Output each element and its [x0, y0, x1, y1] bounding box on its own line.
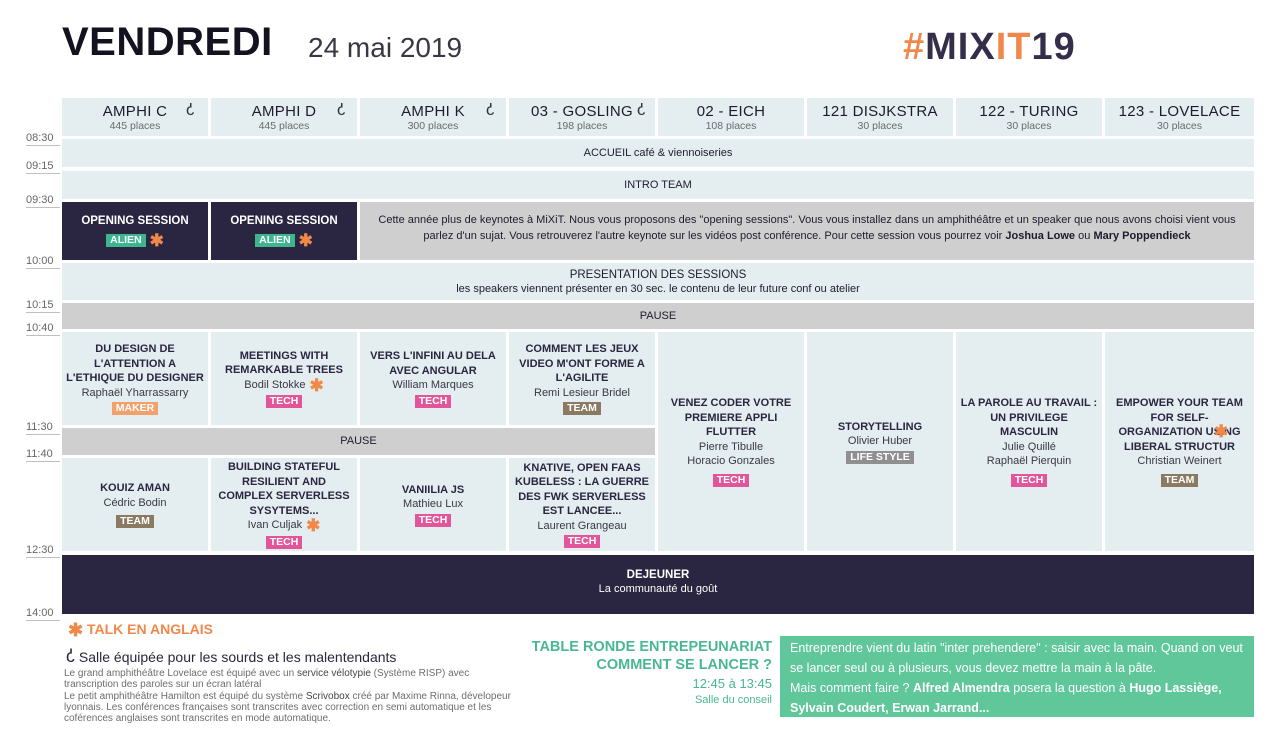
presentation-band: PRESENTATION DES SESSIONS les speakers v… [62, 263, 1254, 300]
hearing-icon: ʖ [637, 100, 646, 119]
room-header: ʖ AMPHI K 300 places [360, 98, 506, 136]
hearing-icon: ʖ [186, 100, 195, 119]
opening-session-card[interactable]: OPENING SESSION ALIEN ✱ [62, 202, 208, 260]
opening-session-card[interactable]: OPENING SESSION ALIEN ✱ [211, 202, 357, 260]
tech-tag: TECH [414, 394, 452, 408]
time-divider [26, 268, 60, 269]
maker-tag: MAKER [111, 402, 159, 415]
session-card[interactable]: MEETINGS WITH REMARKABLE TREES Bodil Sto… [211, 332, 357, 425]
tech-tag: TECH [265, 395, 303, 409]
time-divider [26, 434, 60, 435]
tech-tag: TECH [1010, 473, 1048, 487]
table-ronde-description: Entreprendre vient du latin "inter prehe… [780, 636, 1254, 717]
time-divider [26, 557, 60, 558]
lifestyle-tag: LIFE STYLE [846, 450, 914, 464]
english-star-icon: ✱ [149, 231, 164, 250]
page-title: VENDREDI [62, 20, 273, 64]
alien-tag: ALIEN [255, 234, 295, 247]
session-card[interactable]: COMMENT LES JEUX VIDEO M'ONT FORME A L'A… [509, 332, 655, 425]
english-star-icon: ✱ [68, 620, 84, 640]
session-card[interactable]: VANIILIA JS Mathieu Lux TECH [360, 458, 506, 551]
english-star-icon: ✱ [1214, 422, 1229, 441]
accueil-band: ACCUEIL café & viennoiseries [62, 139, 1254, 167]
hearing-icon: ʖ [337, 100, 346, 119]
time-label: 10:15 [26, 299, 54, 311]
time-divider [26, 335, 60, 336]
room-header: 02 - EICH 108 places [658, 98, 804, 136]
pause-band: PAUSE [62, 428, 655, 455]
session-card[interactable]: STORYTELLING Olivier Huber LIFE STYLE [807, 332, 953, 551]
intro-band: INTRO TEAM [62, 171, 1254, 199]
session-card[interactable]: KOUIZ AMAN Cédric Bodin TEAM [62, 458, 208, 551]
time-divider [26, 145, 60, 146]
room-header: ʖ 03 - GOSLING 198 places [509, 98, 655, 136]
table-ronde-title: TABLE RONDE ENTREPEUNARIAT COMMENT SE LA… [531, 639, 772, 673]
session-card[interactable]: EMPOWER YOUR TEAM FOR SELF-ORGANIZATION … [1105, 332, 1254, 551]
time-divider [26, 207, 60, 208]
time-label: 09:15 [26, 160, 54, 172]
time-divider [26, 173, 60, 174]
team-tag: TEAM [1160, 473, 1199, 487]
accessibility-note: Le grand amphithéâtre Lovelace est équip… [64, 668, 511, 725]
time-label: 11:30 [26, 421, 53, 433]
session-card[interactable]: VENEZ CODER VOTRE PREMIERE APPLI FLUTTER… [658, 332, 804, 551]
time-label: 14:00 [26, 607, 54, 619]
hearing-icon: ʖ [66, 646, 75, 666]
room-header: 121 DISJKSTRA 30 places [807, 98, 953, 136]
time-divider [26, 312, 60, 313]
time-label: 10:00 [26, 255, 54, 267]
tech-tag: TECH [712, 473, 750, 487]
room-header: 123 - LOVELACE 30 places [1105, 98, 1254, 136]
room-header: ʖ AMPHI D 445 places [211, 98, 357, 136]
english-legend: ✱ TALK EN ANGLAIS [68, 620, 213, 640]
session-card[interactable]: VERS L'INFINI AU DELA AVEC ANGULAR Willi… [360, 332, 506, 425]
session-card[interactable]: KNATIVE, OPEN FAAS KUBELESS : LA GUERRE … [509, 458, 655, 551]
hearing-legend: ʖ Salle équipée pour les sourds et les m… [66, 646, 397, 666]
table-ronde-room: Salle du conseil [694, 694, 772, 706]
time-divider [26, 620, 60, 621]
opening-info: Cette année plus de keynotes à MiXiT. No… [360, 202, 1254, 260]
pause-band: PAUSE [62, 303, 1254, 329]
english-star-icon: ✱ [298, 231, 313, 250]
room-header: ʖ AMPHI C 445 places [62, 98, 208, 136]
team-tag: TEAM [116, 515, 154, 528]
time-label: 08:30 [26, 132, 54, 144]
time-label: 12:30 [26, 544, 54, 556]
time-label: 11:40 [26, 448, 53, 460]
dejeuner-band: DEJEUNER La communauté du goût [62, 555, 1254, 614]
english-star-icon: ✱ [309, 375, 324, 395]
session-card[interactable]: DU DESIGN DE L'ATTENTION A L'ETHIQUE DU … [62, 332, 208, 425]
time-label: 09:30 [26, 194, 54, 206]
session-card[interactable]: LA PAROLE AU TRAVAIL : UN PRIVILEGE MASC… [956, 332, 1102, 551]
team-tag: TEAM [563, 402, 601, 415]
english-star-icon: ✱ [306, 516, 321, 536]
time-divider [26, 461, 60, 462]
tech-tag: TECH [563, 535, 601, 549]
alien-tag: ALIEN [106, 234, 146, 247]
tech-tag: TECH [414, 513, 452, 527]
hearing-icon: ʖ [486, 100, 495, 119]
time-label: 10:40 [26, 322, 54, 334]
room-header: 122 - TURING 30 places [956, 98, 1102, 136]
table-ronde-time: 12:45 à 13:45 [692, 676, 772, 691]
mixit-logo: #MIXIT19 [903, 26, 1076, 68]
page-date: 24 mai 2019 [308, 32, 463, 63]
tech-tag: TECH [265, 535, 303, 549]
session-card[interactable]: BUILDING STATEFUL RESILIENT AND COMPLEX … [211, 458, 357, 551]
